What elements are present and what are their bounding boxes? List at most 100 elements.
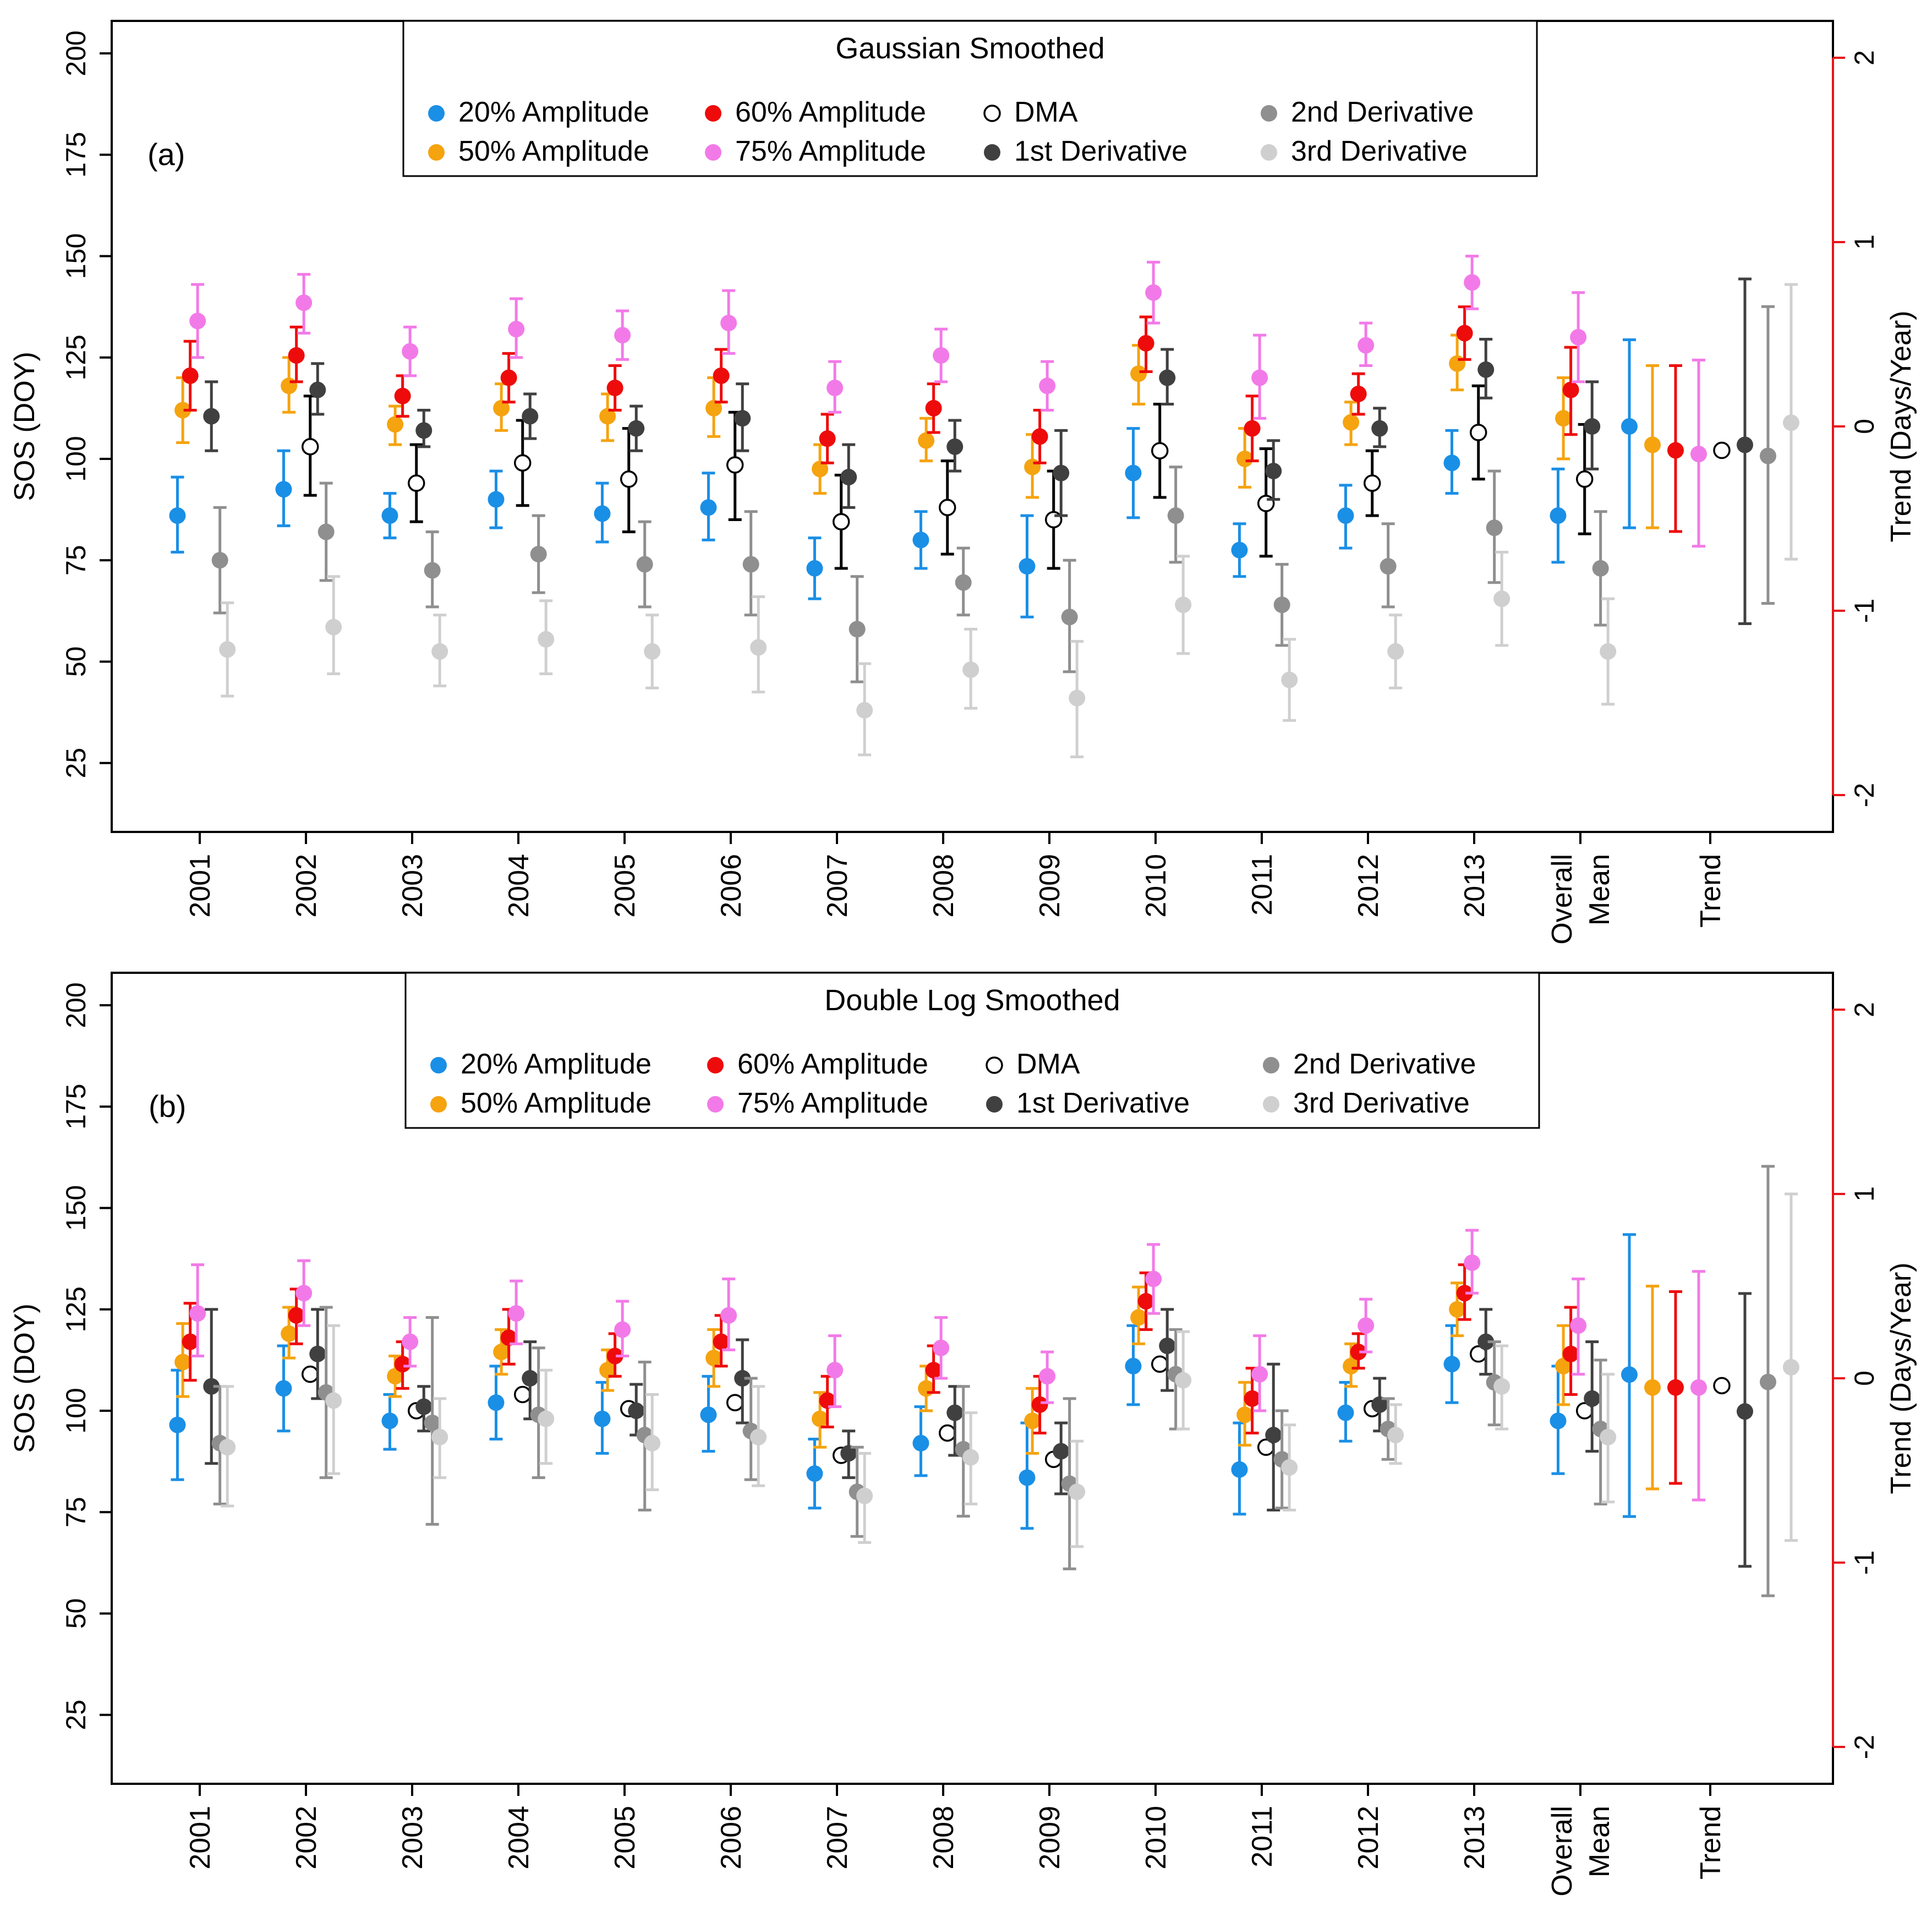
data-point [644, 1434, 661, 1451]
data-point [955, 574, 972, 591]
x-axis-tick-label: Trend [1695, 854, 1727, 928]
data-point [1592, 560, 1609, 577]
data-point [1024, 1412, 1041, 1429]
data-point [402, 1333, 419, 1350]
data-point [720, 315, 737, 332]
x-axis-tick-label: 2006 [715, 1806, 747, 1870]
data-point [726, 456, 744, 474]
data-point [1130, 1309, 1147, 1326]
left-axis-tick-label: 175 [61, 132, 91, 177]
data-point [750, 1428, 767, 1445]
data-point [513, 1385, 532, 1404]
data-point [275, 1380, 292, 1397]
data-point [1358, 1317, 1375, 1334]
left-axis-tick-label: 50 [61, 647, 91, 677]
data-point [508, 321, 525, 338]
x-axis-tick-label: 2005 [609, 854, 641, 918]
left-axis-tick-label: 175 [61, 1083, 91, 1129]
x-axis-tick-label: 2009 [1034, 854, 1066, 918]
data-point [1281, 671, 1298, 688]
x-axis-tick-label: Trend [1695, 1806, 1727, 1880]
right-axis: -2 -1 0 1 2 [1832, 50, 1880, 807]
legend-items: 20% Amplitude 60% Amplitude DMA 2nd Derivat… [428, 96, 1474, 167]
data-point [488, 1394, 505, 1411]
data-point [1159, 1338, 1176, 1355]
data-point [700, 1406, 717, 1423]
data-point [720, 1307, 737, 1324]
data-marks [169, 254, 1799, 759]
data-point [925, 1362, 942, 1379]
data-point [849, 621, 866, 638]
data-point [1464, 274, 1481, 291]
x-axis-tick-label: 2002 [291, 854, 322, 918]
data-point [538, 631, 555, 648]
data-point [1236, 1406, 1254, 1423]
data-point [700, 499, 717, 516]
data-point [1449, 1301, 1466, 1318]
x-axis: 2001 2002 2003 2004 2005 2006 2007 2008 2009 2010… [184, 832, 1727, 945]
data-point [381, 507, 398, 524]
legend-marker [428, 105, 445, 122]
data-point [309, 381, 326, 398]
data-point [1251, 1366, 1268, 1383]
data-point [1031, 428, 1048, 445]
data-point [1690, 1379, 1707, 1396]
x-axis-tick-label: 2010 [1140, 1806, 1172, 1870]
data-point [1443, 1356, 1460, 1373]
data-point [620, 470, 638, 488]
legend-marker [1263, 1096, 1279, 1113]
data-point [1031, 1396, 1048, 1413]
legend-label: 3rd Derivative [1291, 135, 1468, 167]
x-axis-tick-label: 2007 [822, 854, 853, 918]
data-point [933, 1339, 950, 1356]
data-point [644, 643, 661, 660]
legend-label: 60% Amplitude [737, 1048, 928, 1080]
x-axis-tick-label: 2008 [928, 1806, 960, 1870]
left-axis-tick-label: 200 [61, 982, 91, 1028]
x-axis-tick-label: 2011 [1246, 1806, 1278, 1867]
legend-label: 2nd Derivative [1293, 1048, 1476, 1080]
data-point [1667, 442, 1684, 459]
data-point [424, 562, 441, 579]
data-point [1449, 355, 1466, 372]
data-point [726, 1394, 744, 1411]
x-axis-tick-label: 2002 [291, 1806, 322, 1870]
data-point [1053, 1443, 1070, 1460]
data-point [1371, 420, 1388, 437]
legend-label: 75% Amplitude [737, 1087, 928, 1119]
data-point [1151, 1355, 1169, 1373]
data-point [1175, 596, 1192, 613]
data-point [169, 507, 186, 524]
data-point [938, 1424, 956, 1442]
x-axis: 2001 2002 2003 2004 2005 2006 2007 2008 2009 2010… [184, 1784, 1727, 1897]
data-point [189, 313, 206, 330]
data-point [1371, 1396, 1388, 1413]
legend-label: 50% Amplitude [458, 135, 649, 167]
data-point [1265, 463, 1282, 480]
data-point [1456, 1285, 1473, 1302]
left-axis-tick-label: 125 [61, 1286, 91, 1332]
data-point [713, 1333, 730, 1350]
data-point [962, 1449, 979, 1466]
data-point [705, 399, 723, 417]
legend-label: 3rd Derivative [1293, 1087, 1470, 1119]
data-point [856, 702, 873, 719]
data-point [1570, 1317, 1587, 1334]
data-point [1039, 377, 1056, 395]
data-point [1760, 447, 1776, 464]
data-point [295, 294, 313, 311]
data-point [856, 1487, 873, 1504]
x-axis-tick-label: 2013 [1459, 854, 1491, 918]
data-point [1562, 381, 1579, 398]
data-point [394, 387, 411, 404]
data-point [925, 399, 942, 417]
data-point [933, 347, 950, 364]
data-point [614, 327, 631, 344]
data-point [918, 1380, 935, 1397]
data-point [1477, 361, 1495, 378]
data-point [169, 1416, 186, 1433]
data-point [325, 618, 342, 635]
data-point [962, 661, 979, 678]
data-point [734, 1370, 751, 1387]
data-point [1231, 541, 1248, 558]
